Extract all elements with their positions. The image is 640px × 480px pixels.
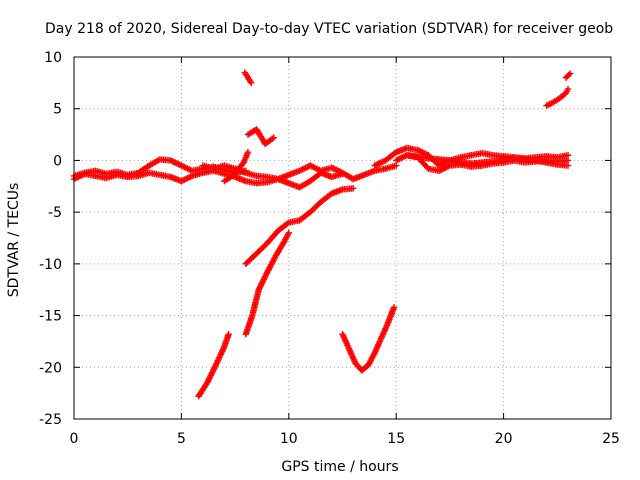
- data-point: [564, 85, 572, 93]
- y-tick-label: -20: [39, 360, 62, 376]
- x-tick-label: 25: [602, 431, 620, 447]
- series-track-6: [244, 126, 277, 148]
- series-track-7: [242, 185, 357, 268]
- series-track-3: [199, 162, 400, 183]
- y-tick-label: -5: [48, 205, 62, 221]
- series-track-10: [339, 304, 398, 374]
- x-tick-label: 0: [70, 431, 79, 447]
- grid: [74, 57, 611, 419]
- data-point: [566, 70, 574, 77]
- y-tick-label: -25: [39, 412, 62, 428]
- data-point: [350, 185, 357, 192]
- data-point: [248, 79, 255, 87]
- data-sample: [284, 220, 291, 227]
- series-track-5: [241, 69, 255, 87]
- chart-title: Day 218 of 2020, Sidereal Day-to-day VTE…: [45, 21, 613, 37]
- data-point: [270, 134, 277, 141]
- y-tick-label: -10: [39, 257, 62, 273]
- data-sample: [565, 71, 572, 79]
- series-track-2: [70, 167, 346, 191]
- data-point: [390, 304, 398, 311]
- y-tick-label: 10: [44, 50, 62, 66]
- series-track-8: [242, 229, 292, 338]
- data-point: [285, 229, 292, 237]
- y-tick-label: 0: [53, 153, 62, 169]
- series-track-14: [543, 85, 572, 109]
- data-layer: [70, 69, 574, 400]
- y-tick-label: -15: [39, 309, 62, 325]
- data-sample: [269, 135, 276, 142]
- x-axis-title: GPS time / hours: [281, 459, 398, 475]
- ticks: 0 5 10 15 20 25 -25 -20 -15 -10 -5 0 5 10: [39, 50, 620, 447]
- series-track-15: [562, 70, 574, 81]
- series-track-9: [195, 330, 232, 400]
- data-point: [225, 330, 232, 338]
- y-tick-label: 5: [53, 102, 62, 118]
- x-tick-label: 20: [495, 431, 513, 447]
- x-tick-label: 10: [280, 431, 298, 447]
- data-point: [244, 148, 252, 156]
- series-track-13: [403, 152, 572, 169]
- y-axis-title: SDTVAR / TECUs: [6, 183, 22, 298]
- x-tick-label: 15: [387, 431, 405, 447]
- x-tick-label: 5: [177, 431, 186, 447]
- plot-frame: [73, 56, 612, 420]
- data-point: [564, 162, 572, 169]
- series-track-4: [221, 148, 252, 185]
